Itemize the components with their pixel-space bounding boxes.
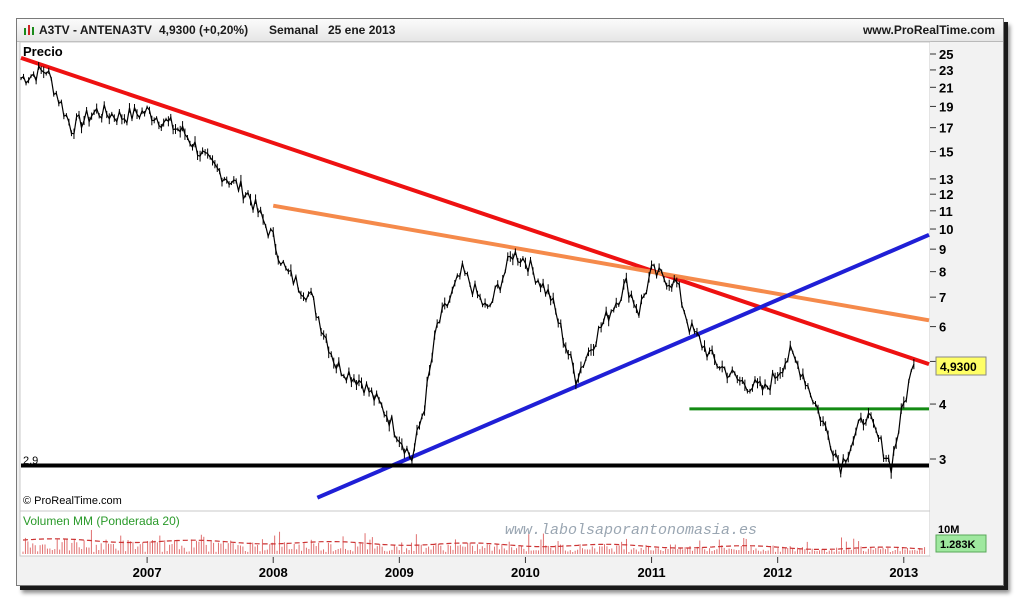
current-price-label: 4,9300	[940, 360, 977, 374]
symbol-label: A3TV - ANTENA3TV	[39, 23, 152, 37]
chart-icon	[23, 23, 35, 39]
y-tick-label: 19	[939, 99, 953, 114]
y-tick-label: 4	[939, 397, 947, 412]
y-tick-label: 6	[939, 320, 946, 335]
volume-axis-label: 10M	[938, 524, 959, 536]
x-tick-label: 2011	[637, 565, 665, 580]
price-info: 4,9300 (+0,20%)	[159, 23, 249, 37]
y-tick-label: 11	[939, 204, 953, 219]
x-tick-labels: 2007 2008 2009 2010 2011 2012 2013	[133, 565, 919, 580]
y-tick-label: 8	[939, 265, 946, 280]
chart-area: 345678910111213151719212325 200720082009…	[19, 41, 1000, 583]
y-tick-label: 13	[939, 172, 953, 187]
date-label: 25 ene 2013	[328, 23, 396, 37]
y-tick-label: 23	[939, 63, 953, 78]
y-tick-labels: 345678910111213151719212325	[939, 47, 953, 467]
watermark-text: www.labolsaporantonomasia.es	[505, 522, 757, 539]
y-tick-label: 7	[939, 290, 946, 305]
uptrend-line	[316, 233, 930, 500]
x-tick-label: 2008	[259, 565, 288, 580]
volume-ma-line	[22, 538, 925, 550]
y-tick-label: 17	[939, 121, 953, 136]
y-tick-label: 25	[939, 47, 953, 62]
volume-bars	[22, 529, 926, 554]
time-axis	[20, 557, 1000, 583]
price-bars	[20, 62, 915, 479]
x-tick-label: 2009	[385, 565, 414, 580]
y-tick-label: 10	[939, 222, 953, 237]
y-tick-label: 15	[939, 145, 953, 160]
volume-panel-title: Volumen MM (Ponderada 20)	[23, 514, 180, 528]
downtrend-minor-line	[272, 203, 930, 323]
gridlines	[146, 53, 936, 563]
y-tick-label: 3	[939, 452, 946, 467]
x-tick-label: 2010	[511, 565, 540, 580]
copyright-label: © ProRealTime.com	[23, 495, 122, 507]
chart-window: A3TV - ANTENA3TV 4,9300 (+0,20%) Semanal…	[16, 18, 1004, 586]
x-tick-label: 2012	[763, 565, 792, 580]
price-panel-title: Precio	[23, 44, 63, 59]
y-tick-label: 9	[939, 242, 946, 257]
downtrend-major-line	[20, 55, 930, 367]
current-price-box	[935, 356, 987, 376]
site-label[interactable]: www.ProRealTime.com	[862, 23, 995, 37]
price-axis	[930, 42, 1000, 556]
volume-current-box	[935, 534, 987, 553]
y-tick-label: 21	[939, 80, 953, 95]
volume-current-label: 1.283K	[940, 539, 976, 551]
price-panel	[19, 41, 931, 517]
period-label: Semanal	[269, 23, 319, 37]
trendlines	[20, 55, 930, 500]
chart-header: A3TV - ANTENA3TV 4,9300 (+0,20%) Semanal…	[17, 19, 1003, 42]
x-tick-label: 2007	[133, 565, 162, 580]
x-tick-label: 2013	[889, 565, 918, 580]
y-tick-label: 12	[939, 187, 953, 202]
support-label: 2,9	[23, 455, 38, 467]
